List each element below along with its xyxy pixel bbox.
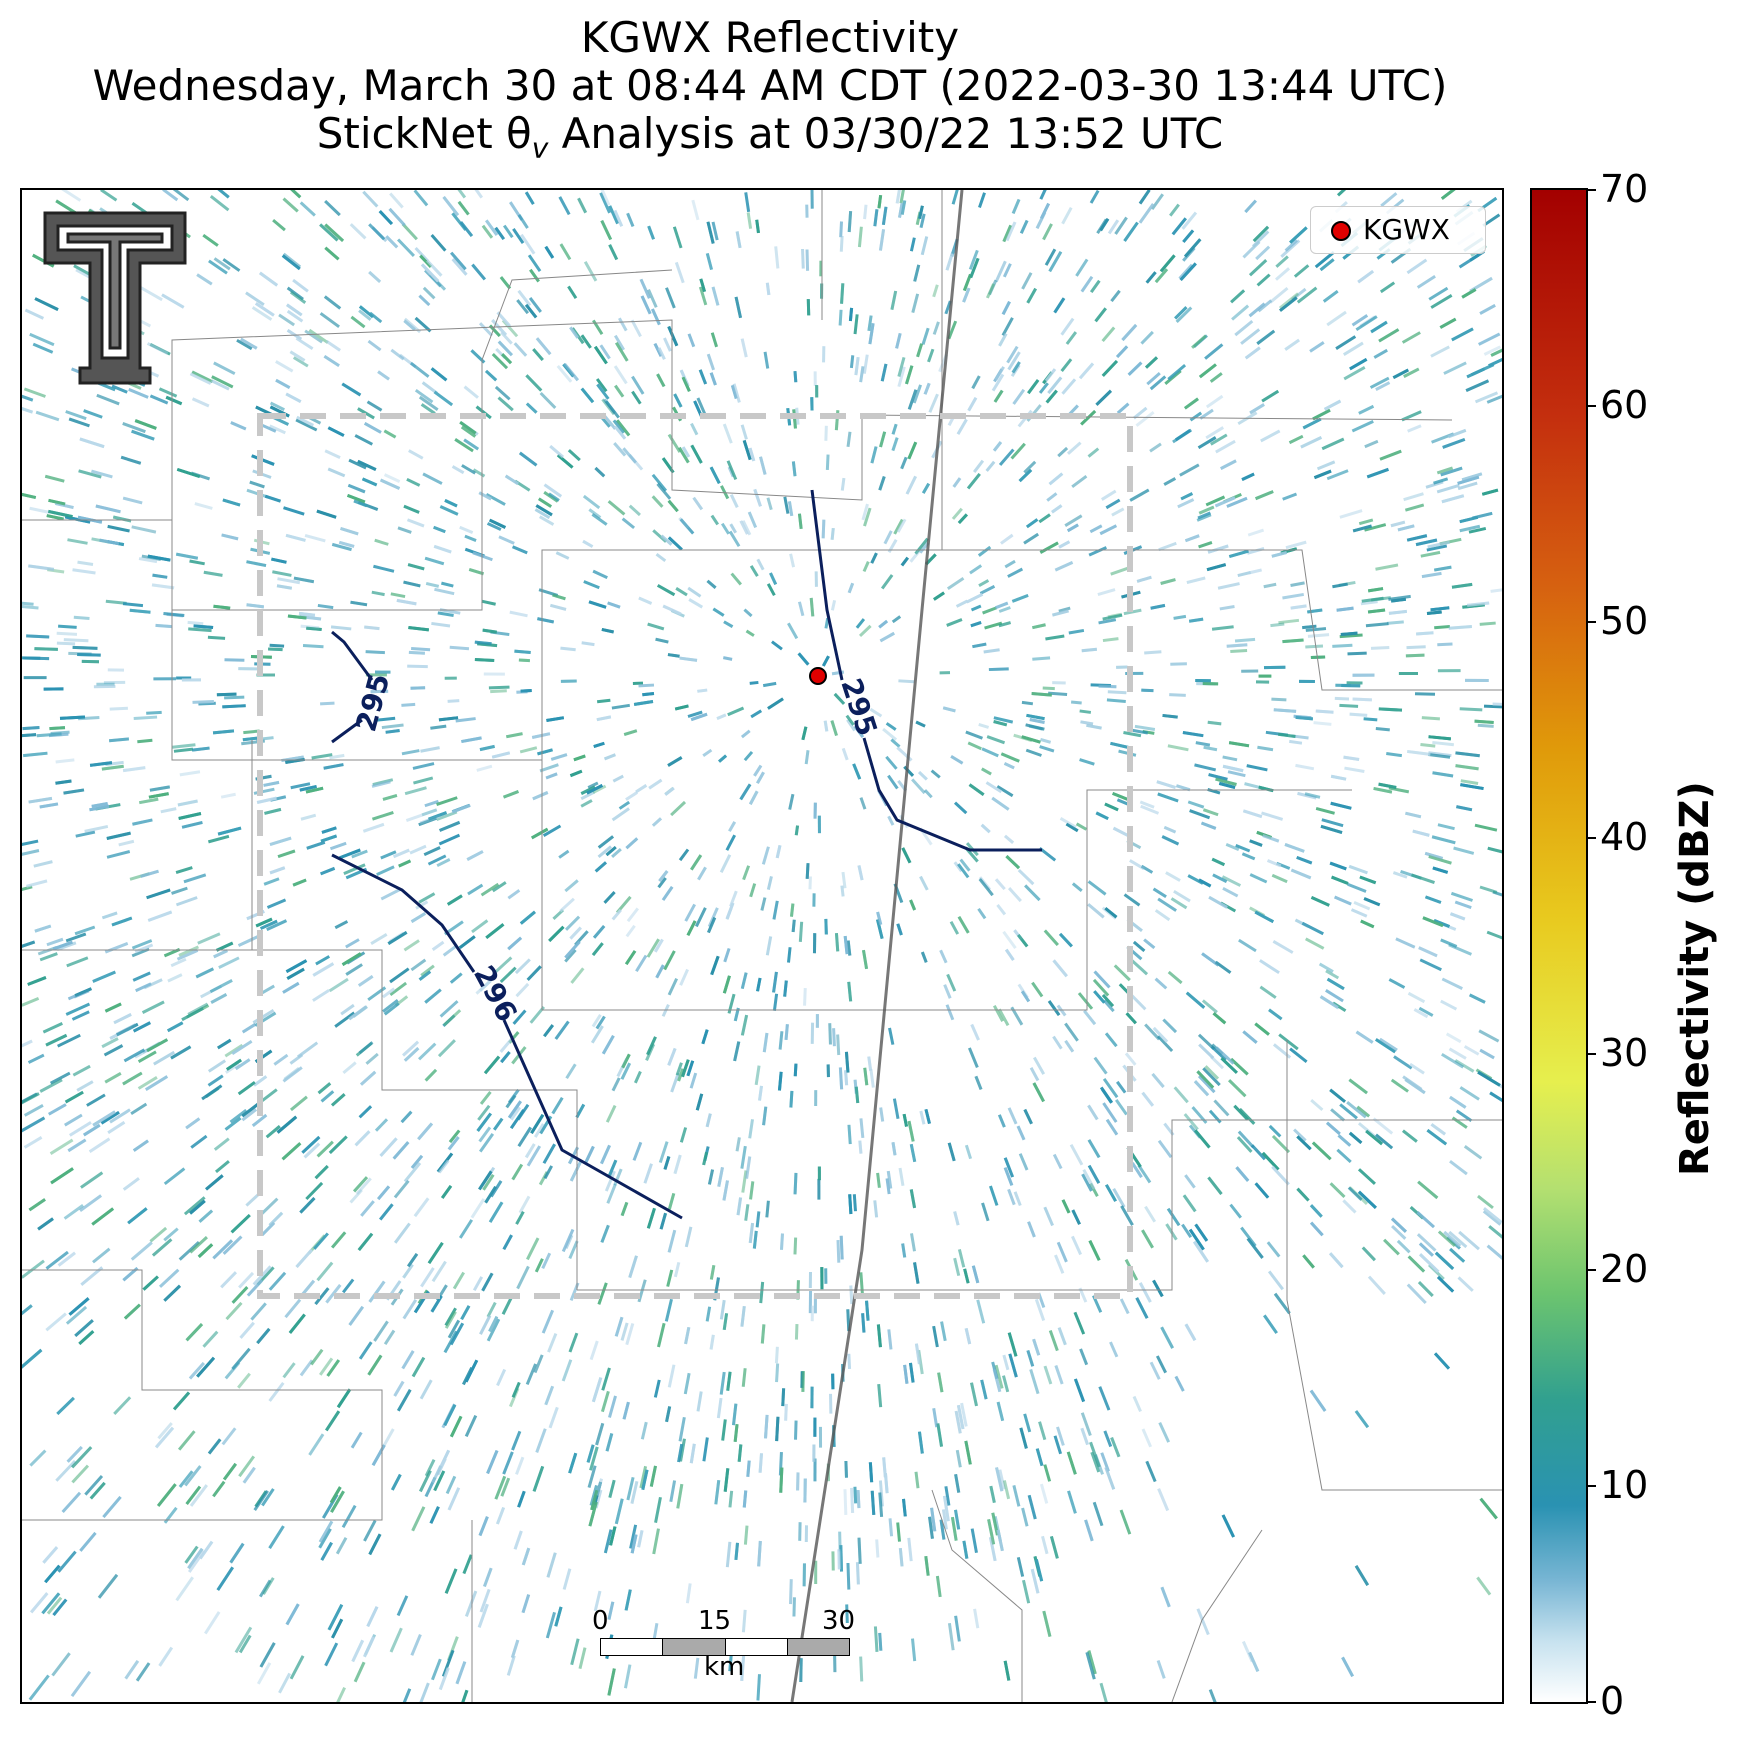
- interstate-highway: [790, 190, 964, 1702]
- colorbar-tick-label: 10: [1600, 1463, 1649, 1507]
- colorbar-tick-label: 40: [1600, 815, 1649, 859]
- scale-tick-0: 0: [592, 1606, 609, 1636]
- colorbar-tick-mark: [1586, 1701, 1596, 1703]
- colorbar-tick-label: 60: [1600, 383, 1649, 427]
- colorbar-tick-label: 50: [1600, 599, 1649, 643]
- colorbar-tick-label: 0: [1600, 1679, 1625, 1723]
- colorbar-label: Reflectivity (dBZ): [1672, 781, 1718, 1176]
- theta-v-contours: [331, 489, 1042, 1220]
- contour-295-east: [810, 489, 1042, 852]
- colorbar-tick-mark: [1586, 1053, 1596, 1055]
- scale-bar: 0 15 30 km: [592, 1606, 880, 1682]
- map-title: KGWX Reflectivity: [580, 13, 960, 62]
- radar-site-marker[interactable]: [809, 667, 827, 685]
- colorbar-tick-mark: [1586, 621, 1596, 623]
- colorbar-tick-label: 20: [1600, 1247, 1649, 1291]
- radar-map-canvas: 295 295 296: [22, 190, 1502, 1702]
- map-subtitle-analysis: StickNet θv Analysis at 03/30/22 13:52 U…: [0, 110, 1540, 172]
- analysis-domain-box: [257, 413, 1133, 1299]
- contour-295-west: [331, 630, 374, 744]
- legend-label: KGWX: [1363, 213, 1450, 246]
- legend: KGWX: [1310, 206, 1486, 254]
- texas-tech-logo: [40, 208, 190, 392]
- radar-site-legend-marker: [1331, 221, 1351, 241]
- analysis-suffix: Analysis at 03/30/22 13:52 UTC: [548, 109, 1224, 158]
- contour-label-295-east: 295: [834, 674, 883, 740]
- scale-tick-15: 15: [698, 1606, 732, 1636]
- colorbar: [1530, 188, 1588, 1704]
- colorbar-tick-label: 30: [1600, 1031, 1649, 1075]
- analysis-prefix: StickNet θ: [316, 109, 532, 158]
- colorbar-tick-label: 70: [1600, 167, 1649, 211]
- colorbar-tick-mark: [1586, 405, 1596, 407]
- analysis-subscript: v: [531, 131, 549, 165]
- scale-unit: km: [704, 1652, 745, 1682]
- contour-296: [331, 853, 683, 1220]
- reflectivity-echoes: [22, 190, 1502, 1702]
- colorbar-tick-mark: [1586, 189, 1596, 191]
- colorbar-tick-mark: [1586, 1485, 1596, 1487]
- map-subtitle-time: Wednesday, March 30 at 08:44 AM CDT (202…: [92, 61, 1448, 110]
- colorbar-tick-mark: [1586, 1269, 1596, 1271]
- scale-tick-30: 30: [822, 1606, 856, 1636]
- radar-map[interactable]: 295 295 296: [20, 188, 1504, 1704]
- scale-bar-segments: [600, 1638, 850, 1656]
- colorbar-tick-mark: [1586, 837, 1596, 839]
